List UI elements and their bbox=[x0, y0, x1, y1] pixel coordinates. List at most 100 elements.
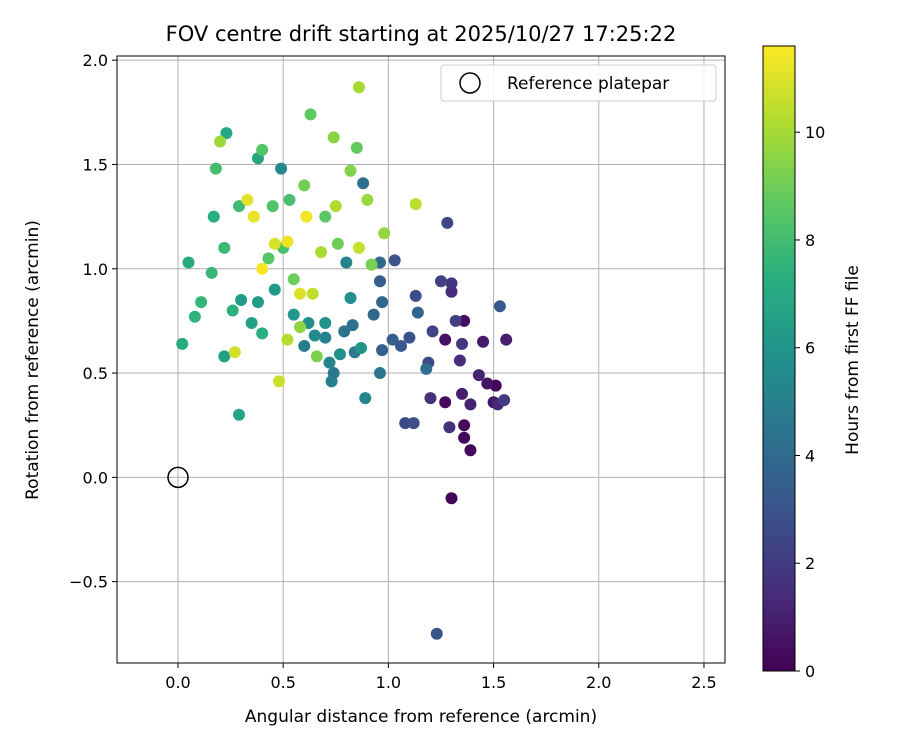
data-point bbox=[329, 200, 342, 213]
x-tick-label: 0.0 bbox=[165, 673, 190, 692]
data-point bbox=[281, 235, 294, 248]
colorbar-tick-label: 2 bbox=[805, 554, 815, 573]
data-point bbox=[233, 408, 246, 421]
x-axis-label: Angular distance from reference (arcmin) bbox=[245, 707, 597, 727]
data-point bbox=[500, 333, 513, 346]
y-tick-label: −0.5 bbox=[69, 573, 108, 592]
x-tick-label: 1.5 bbox=[481, 673, 506, 692]
data-point bbox=[287, 273, 300, 286]
data-point bbox=[247, 210, 260, 223]
data-point bbox=[228, 346, 241, 359]
colorbar-tick-label: 10 bbox=[805, 123, 825, 142]
data-point bbox=[411, 306, 424, 319]
data-point bbox=[256, 327, 269, 340]
colorbar-ticks: 0 2 4 6 8 10 bbox=[795, 123, 825, 681]
data-point bbox=[472, 369, 485, 382]
x-tick-label: 0.5 bbox=[270, 673, 295, 692]
y-tick-label: 0.5 bbox=[83, 364, 108, 383]
data-point bbox=[209, 162, 222, 175]
data-point bbox=[319, 331, 332, 344]
colorbar-tick-label: 8 bbox=[805, 231, 815, 250]
legend-marker-icon bbox=[459, 72, 481, 94]
data-point bbox=[458, 419, 471, 432]
data-point bbox=[403, 331, 416, 344]
data-point bbox=[214, 135, 227, 148]
data-point bbox=[275, 162, 288, 175]
data-point bbox=[218, 350, 231, 363]
data-point bbox=[449, 314, 462, 327]
data-point bbox=[346, 319, 359, 332]
data-point bbox=[424, 392, 437, 405]
data-point bbox=[340, 256, 353, 269]
data-point bbox=[268, 237, 281, 250]
y-axis-ticks: −0.5 0.0 0.5 1.0 1.5 2.0 bbox=[69, 51, 117, 592]
data-point bbox=[498, 394, 511, 407]
data-point bbox=[310, 350, 323, 363]
data-point bbox=[338, 325, 351, 338]
data-point bbox=[272, 375, 285, 388]
colorbar-tick-label: 6 bbox=[805, 339, 815, 358]
data-point bbox=[331, 237, 344, 250]
data-point bbox=[376, 344, 389, 357]
data-point bbox=[493, 300, 506, 313]
data-point bbox=[241, 193, 254, 206]
data-point bbox=[426, 325, 439, 338]
data-point bbox=[453, 354, 466, 367]
data-point bbox=[439, 396, 452, 409]
data-point bbox=[220, 127, 233, 140]
colorbar-tick-label: 0 bbox=[805, 662, 815, 681]
data-point bbox=[294, 287, 307, 300]
data-point bbox=[323, 356, 336, 369]
data-point bbox=[352, 81, 365, 94]
data-point bbox=[359, 392, 372, 405]
data-point bbox=[176, 337, 189, 350]
data-point bbox=[481, 377, 494, 390]
plot-frame bbox=[116, 55, 726, 664]
reference-platepar-marker bbox=[167, 466, 189, 489]
data-point bbox=[226, 304, 239, 317]
data-point bbox=[407, 417, 420, 430]
legend-label: Reference platepar bbox=[507, 74, 669, 94]
y-axis-label: Rotation from reference (arcmin) bbox=[23, 220, 43, 500]
data-point bbox=[441, 216, 454, 229]
data-point bbox=[456, 337, 469, 350]
data-point bbox=[195, 296, 208, 309]
data-point bbox=[306, 287, 319, 300]
data-point bbox=[283, 193, 296, 206]
x-axis-ticks: 0.0 0.5 1.0 1.5 2.0 2.5 bbox=[165, 663, 717, 692]
data-point bbox=[327, 131, 340, 144]
data-point bbox=[464, 398, 477, 411]
data-point bbox=[456, 387, 469, 400]
x-tick-label: 2.5 bbox=[691, 673, 716, 692]
data-point bbox=[218, 241, 231, 254]
colorbar: 0 2 4 6 8 10 Hours from first FF file bbox=[762, 45, 863, 681]
data-point bbox=[256, 262, 269, 275]
data-point bbox=[256, 143, 269, 156]
data-point bbox=[262, 252, 275, 265]
data-point bbox=[235, 294, 248, 307]
data-point bbox=[464, 444, 477, 457]
data-point bbox=[287, 308, 300, 321]
data-point bbox=[344, 164, 357, 177]
data-point bbox=[443, 421, 456, 434]
y-tick-label: 0.0 bbox=[83, 468, 108, 487]
data-point bbox=[399, 417, 412, 430]
data-point bbox=[182, 256, 195, 269]
data-point bbox=[325, 375, 338, 388]
data-point bbox=[388, 254, 401, 267]
data-point bbox=[445, 492, 458, 505]
data-point bbox=[458, 314, 471, 327]
grid-lines bbox=[117, 56, 725, 663]
data-point bbox=[477, 335, 490, 348]
data-point bbox=[445, 277, 458, 290]
legend-box bbox=[440, 64, 717, 102]
data-point bbox=[378, 227, 391, 240]
data-point bbox=[207, 210, 220, 223]
x-tick-label: 2.0 bbox=[586, 673, 611, 692]
data-points bbox=[176, 81, 513, 640]
data-point bbox=[315, 246, 328, 259]
data-point bbox=[409, 289, 422, 302]
data-point bbox=[373, 367, 386, 380]
data-point bbox=[445, 285, 458, 298]
